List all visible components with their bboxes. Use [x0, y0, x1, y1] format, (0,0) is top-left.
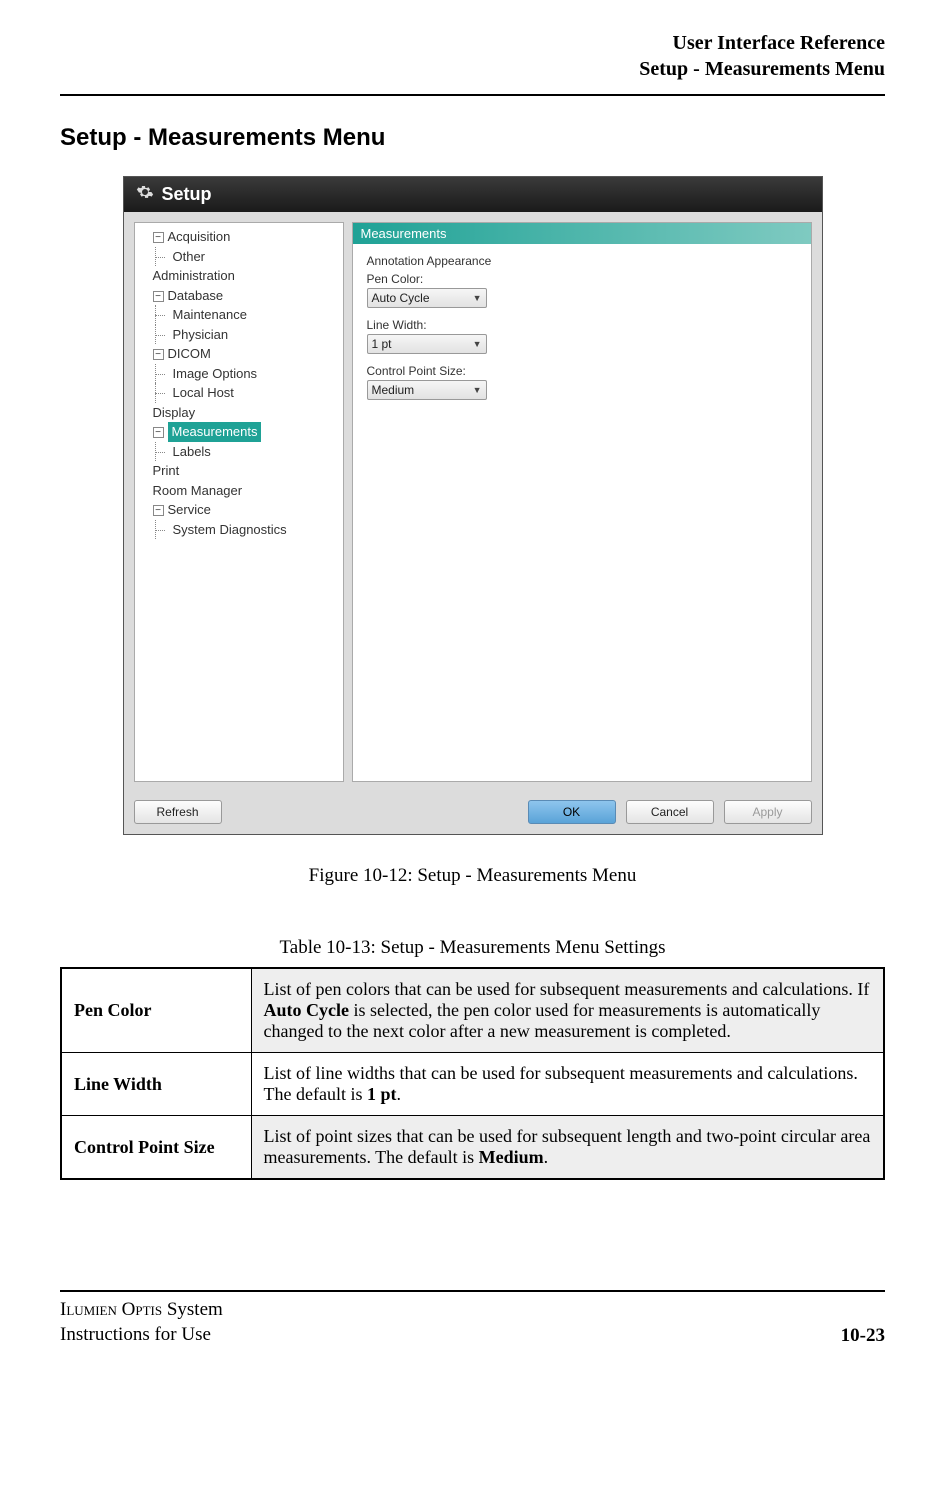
header-rule — [60, 94, 885, 96]
tree-item[interactable]: Image Options — [137, 364, 341, 384]
tree-expander-icon[interactable]: − — [153, 291, 164, 302]
page-number: 10-23 — [841, 1325, 885, 1347]
tree-label: Room Manager — [153, 483, 243, 498]
tree-item[interactable]: Other — [137, 247, 341, 267]
tree-item[interactable]: Room Manager — [137, 481, 341, 501]
settings-table: Pen ColorList of pen colors that can be … — [60, 967, 885, 1180]
button-bar: Refresh OK Cancel Apply — [124, 792, 822, 834]
footer-left: Ilumien Optis System Instructions for Us… — [60, 1298, 223, 1347]
header-line1: User Interface Reference — [60, 30, 885, 56]
apply-button[interactable]: Apply — [724, 800, 812, 824]
pen-color-dropdown[interactable]: Auto Cycle ▼ — [367, 288, 487, 308]
footer-doc-title: Instructions for Use — [60, 1323, 223, 1348]
tree-item[interactable]: −Database — [137, 286, 341, 306]
footer-product-sc: Ilumien Optis — [60, 1299, 162, 1320]
footer-rule — [60, 1290, 885, 1292]
tree-expander-icon[interactable]: − — [153, 427, 164, 438]
tree-label: Local Host — [173, 385, 234, 400]
tree-label: Other — [173, 249, 206, 264]
tree-label: Database — [168, 288, 224, 303]
figure-caption: Figure 10-12: Setup - Measurements Menu — [60, 865, 885, 887]
tree-label: Administration — [153, 268, 235, 283]
tree-item[interactable]: Labels — [137, 442, 341, 462]
tree-item[interactable]: −Measurements — [137, 422, 341, 442]
window-titlebar: Setup — [124, 177, 822, 212]
field-pen-color: Pen Color: Auto Cycle ▼ — [353, 270, 811, 316]
refresh-button[interactable]: Refresh — [134, 800, 222, 824]
panel-header: Measurements — [353, 223, 811, 244]
window-body: −AcquisitionOtherAdministration−Database… — [124, 212, 822, 792]
table-key: Control Point Size — [61, 1116, 251, 1180]
table-key: Line Width — [61, 1053, 251, 1116]
table-description: List of pen colors that can be used for … — [251, 968, 884, 1053]
table-row: Pen ColorList of pen colors that can be … — [61, 968, 884, 1053]
tree-label-selected: Measurements — [168, 422, 262, 442]
section-title: Setup - Measurements Menu — [60, 124, 885, 152]
tree-item[interactable]: Display — [137, 403, 341, 423]
tree-label: Service — [168, 502, 211, 517]
tree-item[interactable]: −DICOM — [137, 344, 341, 364]
pen-color-label: Pen Color: — [367, 272, 797, 286]
tree-label: Physician — [173, 327, 229, 342]
setup-window: Setup −AcquisitionOtherAdministration−Da… — [123, 176, 823, 835]
pen-color-value: Auto Cycle — [372, 291, 430, 305]
footer-product-rest: System — [162, 1299, 223, 1320]
control-point-size-label: Control Point Size: — [367, 364, 797, 378]
tree-item[interactable]: System Diagnostics — [137, 520, 341, 540]
tree-expander-icon[interactable]: − — [153, 505, 164, 516]
table-caption: Table 10-13: Setup - Measurements Menu S… — [60, 937, 885, 959]
control-point-size-value: Medium — [372, 383, 415, 397]
window-title: Setup — [162, 184, 212, 205]
gear-icon — [136, 183, 154, 206]
control-point-size-dropdown[interactable]: Medium ▼ — [367, 380, 487, 400]
tree-expander-icon[interactable]: − — [153, 349, 164, 360]
tree-label: Maintenance — [173, 307, 247, 322]
field-control-point-size: Control Point Size: Medium ▼ — [353, 362, 811, 408]
line-width-value: 1 pt — [372, 337, 392, 351]
tree-item[interactable]: Print — [137, 461, 341, 481]
chevron-down-icon: ▼ — [473, 339, 482, 349]
table-row: Control Point SizeList of point sizes th… — [61, 1116, 884, 1180]
header-line2: Setup - Measurements Menu — [60, 56, 885, 82]
tree-label: Print — [153, 463, 180, 478]
tree-item[interactable]: Physician — [137, 325, 341, 345]
tree-label: DICOM — [168, 346, 211, 361]
tree-label: Labels — [173, 444, 211, 459]
line-width-label: Line Width: — [367, 318, 797, 332]
content-panel: Measurements Annotation Appearance Pen C… — [352, 222, 812, 782]
page-footer: Ilumien Optis System Instructions for Us… — [60, 1290, 885, 1347]
tree-item[interactable]: Maintenance — [137, 305, 341, 325]
chevron-down-icon: ▼ — [473, 385, 482, 395]
line-width-dropdown[interactable]: 1 pt ▼ — [367, 334, 487, 354]
tree-expander-icon[interactable]: − — [153, 232, 164, 243]
tree-label: Acquisition — [168, 229, 231, 244]
table-description: List of point sizes that can be used for… — [251, 1116, 884, 1180]
ok-button[interactable]: OK — [528, 800, 616, 824]
tree-item[interactable]: Administration — [137, 266, 341, 286]
navigation-tree: −AcquisitionOtherAdministration−Database… — [134, 222, 344, 782]
tree-label: Image Options — [173, 366, 258, 381]
cancel-button[interactable]: Cancel — [626, 800, 714, 824]
chevron-down-icon: ▼ — [473, 293, 482, 303]
group-label: Annotation Appearance — [353, 244, 811, 270]
tree-label: System Diagnostics — [173, 522, 287, 537]
table-description: List of line widths that can be used for… — [251, 1053, 884, 1116]
tree-item[interactable]: Local Host — [137, 383, 341, 403]
field-line-width: Line Width: 1 pt ▼ — [353, 316, 811, 362]
table-row: Line WidthList of line widths that can b… — [61, 1053, 884, 1116]
page-header: User Interface Reference Setup - Measure… — [60, 30, 885, 82]
tree-label: Display — [153, 405, 196, 420]
tree-item[interactable]: −Acquisition — [137, 227, 341, 247]
tree-item[interactable]: −Service — [137, 500, 341, 520]
table-key: Pen Color — [61, 968, 251, 1053]
